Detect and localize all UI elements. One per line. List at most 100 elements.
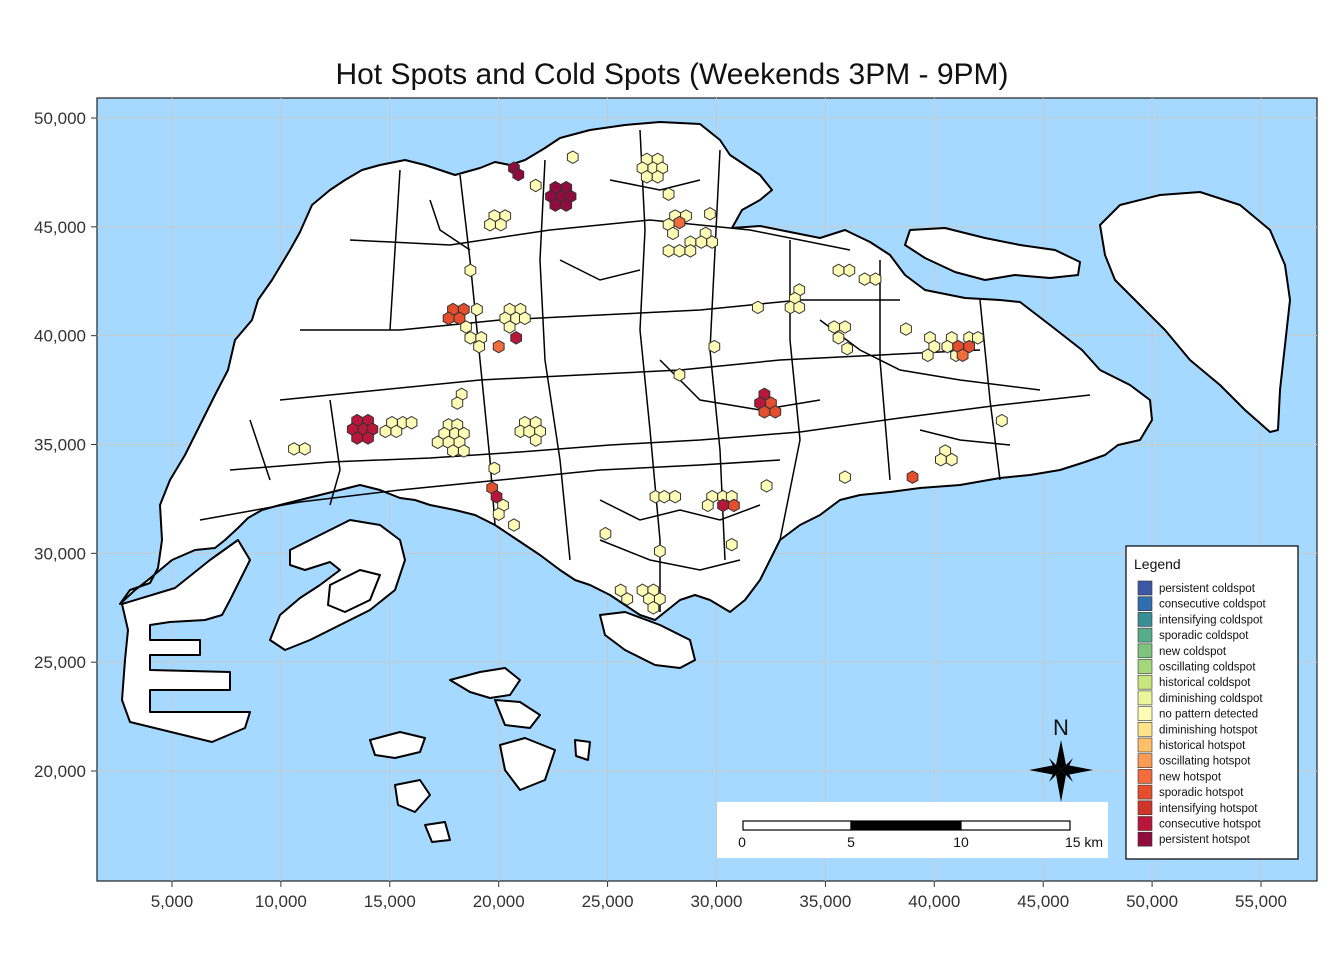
hexbin-no-pattern[interactable] bbox=[654, 592, 666, 606]
hexbin-no-pattern[interactable] bbox=[684, 244, 697, 258]
legend-swatch bbox=[1137, 706, 1153, 721]
hexbin-no-pattern[interactable] bbox=[614, 583, 627, 598]
legend-item-label: intensifying coldspot bbox=[1159, 614, 1263, 626]
hexbin-no-pattern[interactable] bbox=[843, 263, 856, 278]
sw-island-5 bbox=[394, 779, 431, 813]
y-axis: 50,000 45,000 40,000 35,000 30,000 25,000 20,0… bbox=[34, 109, 97, 781]
hexbin-no-pattern[interactable] bbox=[651, 170, 664, 184]
hexbin-sporadic-hotspot[interactable] bbox=[769, 405, 782, 419]
hexbin-no-pattern[interactable] bbox=[431, 435, 444, 450]
hexbin-no-pattern[interactable] bbox=[928, 339, 941, 354]
hexbin-no-pattern[interactable] bbox=[405, 415, 418, 430]
hexbin-no-pattern[interactable] bbox=[529, 433, 542, 447]
hexbin-no-pattern[interactable] bbox=[288, 442, 300, 456]
hexbin-no-pattern[interactable] bbox=[519, 311, 531, 326]
hexbin-no-pattern[interactable] bbox=[832, 263, 845, 278]
hexbin-no-pattern[interactable] bbox=[658, 489, 671, 504]
hexbin-no-pattern[interactable] bbox=[858, 272, 871, 286]
hexbin-no-pattern[interactable] bbox=[760, 479, 773, 493]
hexbin-no-pattern[interactable] bbox=[708, 339, 721, 354]
hexbin-no-pattern[interactable] bbox=[451, 396, 464, 410]
hexbin-no-pattern[interactable] bbox=[945, 452, 958, 467]
hexbin-no-pattern[interactable] bbox=[529, 178, 542, 193]
hexbin-no-pattern[interactable] bbox=[701, 498, 714, 513]
hexbin-persistent-hotspot[interactable] bbox=[549, 198, 562, 212]
hexbin-no-pattern[interactable] bbox=[667, 226, 679, 241]
hexbin-no-pattern[interactable] bbox=[495, 217, 507, 232]
hexbin-no-pattern[interactable] bbox=[921, 348, 934, 363]
hexbin-no-pattern[interactable] bbox=[471, 302, 483, 317]
hexbin-no-pattern[interactable] bbox=[621, 592, 634, 606]
y-tick-label: 25,000 bbox=[34, 653, 86, 672]
hexbin-sporadic-hotspot[interactable] bbox=[728, 498, 740, 513]
hexbin-no-pattern[interactable] bbox=[839, 470, 851, 484]
hexbin-no-pattern[interactable] bbox=[662, 187, 675, 201]
hexbin-no-pattern[interactable] bbox=[941, 339, 954, 354]
hexbin-oscillating-hotspot[interactable] bbox=[673, 215, 686, 230]
hexbin-no-pattern[interactable] bbox=[492, 507, 505, 521]
hexbin-no-pattern[interactable] bbox=[503, 320, 516, 334]
y-tick-label: 30,000 bbox=[34, 544, 86, 563]
hexbin-no-pattern[interactable] bbox=[793, 300, 806, 315]
hexbin-no-pattern[interactable] bbox=[484, 217, 496, 232]
legend-item-label: new coldspot bbox=[1159, 646, 1227, 658]
hexbin-no-pattern[interactable] bbox=[832, 331, 845, 345]
hexbin-oscillating-hotspot[interactable] bbox=[492, 339, 505, 354]
sw-island-3 bbox=[369, 731, 426, 759]
hexbin-no-pattern[interactable] bbox=[935, 452, 947, 467]
hexbin-consecutive-hotspot[interactable] bbox=[351, 431, 363, 445]
legend-swatch bbox=[1137, 753, 1153, 769]
hexbin-no-pattern[interactable] bbox=[566, 150, 579, 164]
legend-swatch bbox=[1137, 596, 1153, 612]
hexbin-no-pattern[interactable] bbox=[647, 600, 660, 615]
hexbin-no-pattern[interactable] bbox=[995, 413, 1008, 428]
hexbin-no-pattern[interactable] bbox=[972, 331, 984, 345]
hexbin-no-pattern[interactable] bbox=[669, 489, 681, 504]
hexbin-consecutive-hotspot[interactable] bbox=[362, 431, 374, 445]
hexbin-no-pattern[interactable] bbox=[695, 235, 708, 249]
hexbin-consecutive-hotspot[interactable] bbox=[490, 489, 503, 504]
hexbin-no-pattern[interactable] bbox=[673, 244, 686, 258]
hexbin-sporadic-hotspot[interactable] bbox=[963, 339, 975, 354]
hexbin-no-pattern[interactable] bbox=[299, 442, 311, 456]
hexbin-no-pattern[interactable] bbox=[464, 263, 477, 278]
hexbin-sporadic-hotspot[interactable] bbox=[906, 470, 919, 484]
hexbin-sporadic-hotspot[interactable] bbox=[453, 311, 466, 326]
scale-label-10: 10 bbox=[953, 834, 969, 850]
hexbin-no-pattern[interactable] bbox=[706, 235, 718, 249]
hexbin-no-pattern[interactable] bbox=[488, 461, 501, 476]
hexbin-no-pattern[interactable] bbox=[662, 244, 675, 258]
hexbin-no-pattern[interactable] bbox=[379, 424, 392, 439]
hexbin-no-pattern[interactable] bbox=[640, 170, 653, 184]
hexbin-no-pattern[interactable] bbox=[473, 339, 485, 354]
hexbin-no-pattern[interactable] bbox=[900, 322, 912, 336]
hexbin-consecutive-hotspot[interactable] bbox=[510, 331, 522, 345]
hexbin-sporadic-hotspot[interactable] bbox=[758, 405, 771, 419]
hexbin-no-pattern[interactable] bbox=[599, 526, 612, 541]
hexbin-oscillating-hotspot[interactable] bbox=[956, 348, 969, 363]
hexbin-no-pattern[interactable] bbox=[841, 341, 853, 356]
hexbin-no-pattern[interactable] bbox=[752, 300, 764, 315]
hexbin-no-pattern[interactable] bbox=[508, 518, 520, 532]
x-axis: 5,000 10,000 15,000 20,000 25,000 30,000 35,00… bbox=[151, 881, 1287, 911]
hexbin-sporadic-hotspot[interactable] bbox=[442, 311, 455, 326]
legend-item-label: oscillating hotspot bbox=[1159, 756, 1251, 768]
hexbin-no-pattern[interactable] bbox=[464, 331, 477, 345]
hexbin-no-pattern[interactable] bbox=[673, 368, 686, 382]
hexbin-no-pattern[interactable] bbox=[654, 544, 666, 558]
hexbin-persistent-hotspot[interactable] bbox=[560, 198, 573, 212]
hexbin-no-pattern[interactable] bbox=[390, 424, 403, 439]
hexbin-consecutive-hotspot[interactable] bbox=[717, 498, 729, 513]
hexbin-no-pattern[interactable] bbox=[839, 320, 851, 334]
hexbin-no-pattern[interactable] bbox=[869, 272, 882, 286]
hexbin-no-pattern[interactable] bbox=[725, 537, 738, 552]
legend-swatch bbox=[1137, 831, 1153, 847]
legend-swatch bbox=[1137, 580, 1153, 596]
hexbin-no-pattern[interactable] bbox=[704, 207, 716, 221]
hexbin-no-pattern[interactable] bbox=[828, 320, 840, 334]
hexbin-persistent-hotspot[interactable] bbox=[512, 167, 525, 182]
legend-item-label: persistent coldspot bbox=[1159, 583, 1256, 595]
hexbin-no-pattern[interactable] bbox=[458, 444, 470, 458]
hexbin-no-pattern[interactable] bbox=[447, 444, 459, 458]
